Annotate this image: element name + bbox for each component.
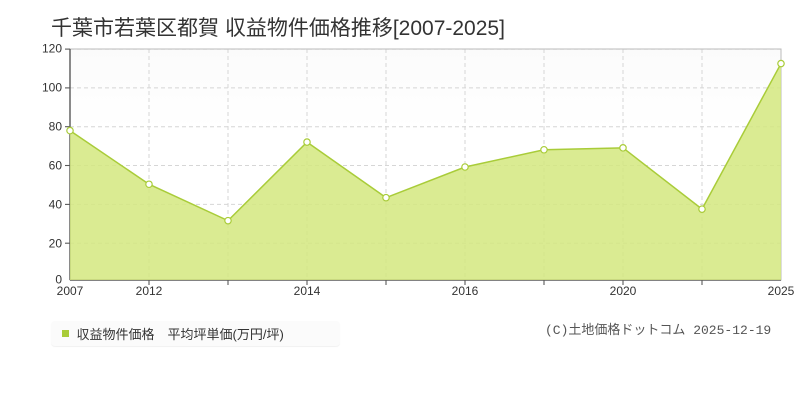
svg-text:100: 100 [42,81,62,95]
svg-text:80: 80 [49,120,63,134]
svg-text:2016: 2016 [452,284,479,298]
svg-text:2007: 2007 [57,284,84,298]
svg-text:2020: 2020 [610,284,637,298]
svg-text:120: 120 [42,42,62,56]
svg-text:60: 60 [49,159,63,173]
svg-text:20: 20 [49,237,63,251]
svg-text:2014: 2014 [294,284,321,298]
svg-text:2025: 2025 [768,284,795,298]
svg-text:2012: 2012 [136,284,163,298]
svg-text:40: 40 [49,198,63,212]
